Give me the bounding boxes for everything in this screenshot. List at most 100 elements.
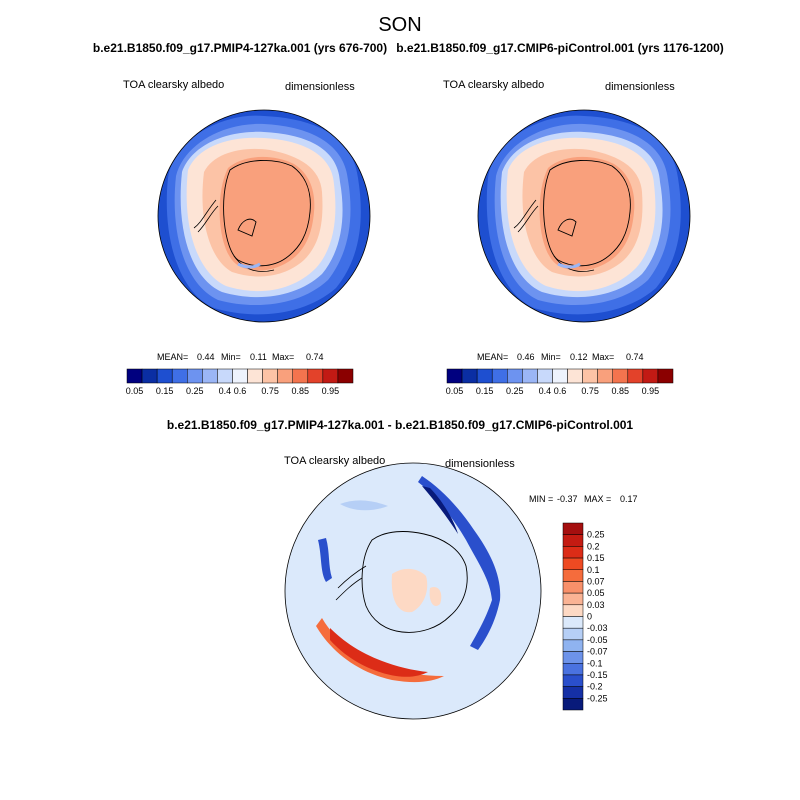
colorbar-label: 0.1	[587, 565, 600, 575]
colorbar-label: 0.03	[587, 600, 605, 610]
right-map	[478, 110, 690, 322]
colorbar-label: -0.07	[587, 647, 608, 657]
diff-max-value: 0.17	[620, 494, 638, 504]
colorbar-box-7	[232, 368, 248, 384]
colorbar-box-13	[642, 368, 659, 384]
colorbar-label: 0.85	[612, 386, 630, 396]
right-max-value: 0.74	[626, 352, 644, 362]
colorbar-box-9	[262, 368, 278, 384]
left-units-label: dimensionless	[285, 81, 355, 93]
diff-max-label: MAX =	[584, 494, 611, 504]
colorbar-label: -0.1	[587, 658, 603, 668]
colorbar-box-2	[476, 368, 493, 384]
left-mean-value: 0.44	[197, 352, 215, 362]
left-map-boundary	[157, 109, 371, 323]
colorbar-box-12	[562, 663, 584, 676]
colorbar-box-12	[627, 368, 644, 384]
colorbar-box-0	[562, 522, 584, 535]
colorbar-box-5	[522, 368, 538, 384]
colorbar-box-4	[562, 569, 584, 582]
left-colorbar: 0.05 0.15 0.25 0.4 0.6 0.75 0.85 0.95	[126, 368, 354, 396]
colorbar-box-1	[562, 534, 584, 547]
colorbar-label: 0.07	[587, 576, 605, 586]
right-min-value: 0.12	[570, 352, 588, 362]
colorbar-box-0	[446, 368, 463, 384]
colorbar-label: 0.6	[554, 386, 567, 396]
colorbar-box-8	[562, 616, 584, 629]
colorbar-box-14	[337, 368, 354, 384]
colorbar-label: 0.25	[587, 530, 605, 540]
diff-variable-label: TOA clearsky albedo	[284, 455, 385, 467]
colorbar-label: -0.15	[587, 670, 608, 680]
colorbar-label: -0.03	[587, 623, 608, 633]
left-max-value: 0.74	[306, 352, 324, 362]
colorbar-label: 0.05	[126, 386, 144, 396]
colorbar-box-11	[562, 651, 584, 664]
right-min-label: Min=	[541, 352, 561, 362]
right-mean-label: MEAN=	[477, 352, 508, 362]
colorbar-label: 0.25	[506, 386, 524, 396]
colorbar-box-2	[156, 368, 173, 384]
colorbar-box-6	[217, 368, 233, 384]
left-min-value: 0.11	[250, 352, 267, 362]
left-max-label: Max=	[272, 352, 294, 362]
diff-map	[285, 463, 541, 719]
colorbar-label: 0.2	[587, 541, 600, 551]
colorbar-box-4	[187, 368, 203, 384]
colorbar-box-2	[562, 546, 584, 559]
right-max-label: Max=	[592, 352, 614, 362]
colorbar-box-3	[171, 368, 188, 384]
colorbar-box-5	[202, 368, 218, 384]
colorbar-label: 0.4	[219, 386, 232, 396]
left-stats: MEAN= 0.44 Min= 0.11 Max= 0.74	[157, 352, 324, 362]
colorbar-box-10	[277, 368, 293, 384]
diff-stats: MIN = -0.37 MAX = 0.17	[529, 494, 638, 504]
right-stats: MEAN= 0.46 Min= 0.12 Max= 0.74	[477, 352, 644, 362]
colorbar-label: 0.25	[186, 386, 204, 396]
colorbar-box-14	[657, 368, 674, 384]
colorbar-box-9	[582, 368, 598, 384]
colorbar-label: -0.05	[587, 635, 608, 645]
colorbar-box-1	[461, 368, 478, 384]
diff-min-value: -0.37	[557, 494, 578, 504]
diff-panel-title: b.e21.B1850.f09_g17.PMIP4-127ka.001 - b.…	[167, 418, 634, 432]
diff-min-label: MIN =	[529, 494, 553, 504]
colorbar-box-10	[562, 639, 584, 652]
colorbar-label: 0.6	[234, 386, 247, 396]
colorbar-label: 0.75	[581, 386, 599, 396]
main-title: SON	[378, 14, 421, 36]
right-mean-value: 0.46	[517, 352, 535, 362]
colorbar-box-14	[562, 686, 584, 699]
left-variable-label: TOA clearsky albedo	[123, 79, 224, 91]
colorbar-label: 0.15	[156, 386, 174, 396]
colorbar-box-15	[562, 698, 584, 711]
colorbar-box-3	[562, 557, 584, 570]
right-map-boundary	[477, 109, 691, 323]
colorbar-label: 0.95	[322, 386, 340, 396]
colorbar-box-4	[507, 368, 523, 384]
left-mean-label: MEAN=	[157, 352, 188, 362]
colorbar-label: 0.85	[292, 386, 310, 396]
colorbar-label: 0.05	[446, 386, 464, 396]
colorbar-box-13	[562, 674, 584, 687]
colorbar-box-8	[567, 368, 583, 384]
colorbar-box-7	[562, 604, 584, 617]
colorbar-box-6	[562, 592, 584, 606]
colorbar-label: 0.15	[476, 386, 494, 396]
colorbar-label: 0.75	[261, 386, 279, 396]
colorbar-label: 0.15	[587, 553, 605, 563]
left-map	[158, 110, 370, 322]
colorbar-box-12	[307, 368, 324, 384]
colorbar-box-11	[612, 368, 629, 384]
colorbar-label: 0	[587, 612, 592, 622]
left-min-label: Min=	[221, 352, 241, 362]
colorbar-box-1	[141, 368, 158, 384]
diff-map-boundary	[284, 462, 542, 720]
colorbar-label: -0.2	[587, 682, 603, 692]
diff-units-label: dimensionless	[445, 458, 515, 470]
colorbar-label: 0.95	[642, 386, 660, 396]
right-variable-label: TOA clearsky albedo	[443, 79, 544, 91]
colorbar-box-6	[537, 368, 553, 384]
colorbar-box-7	[552, 368, 568, 384]
